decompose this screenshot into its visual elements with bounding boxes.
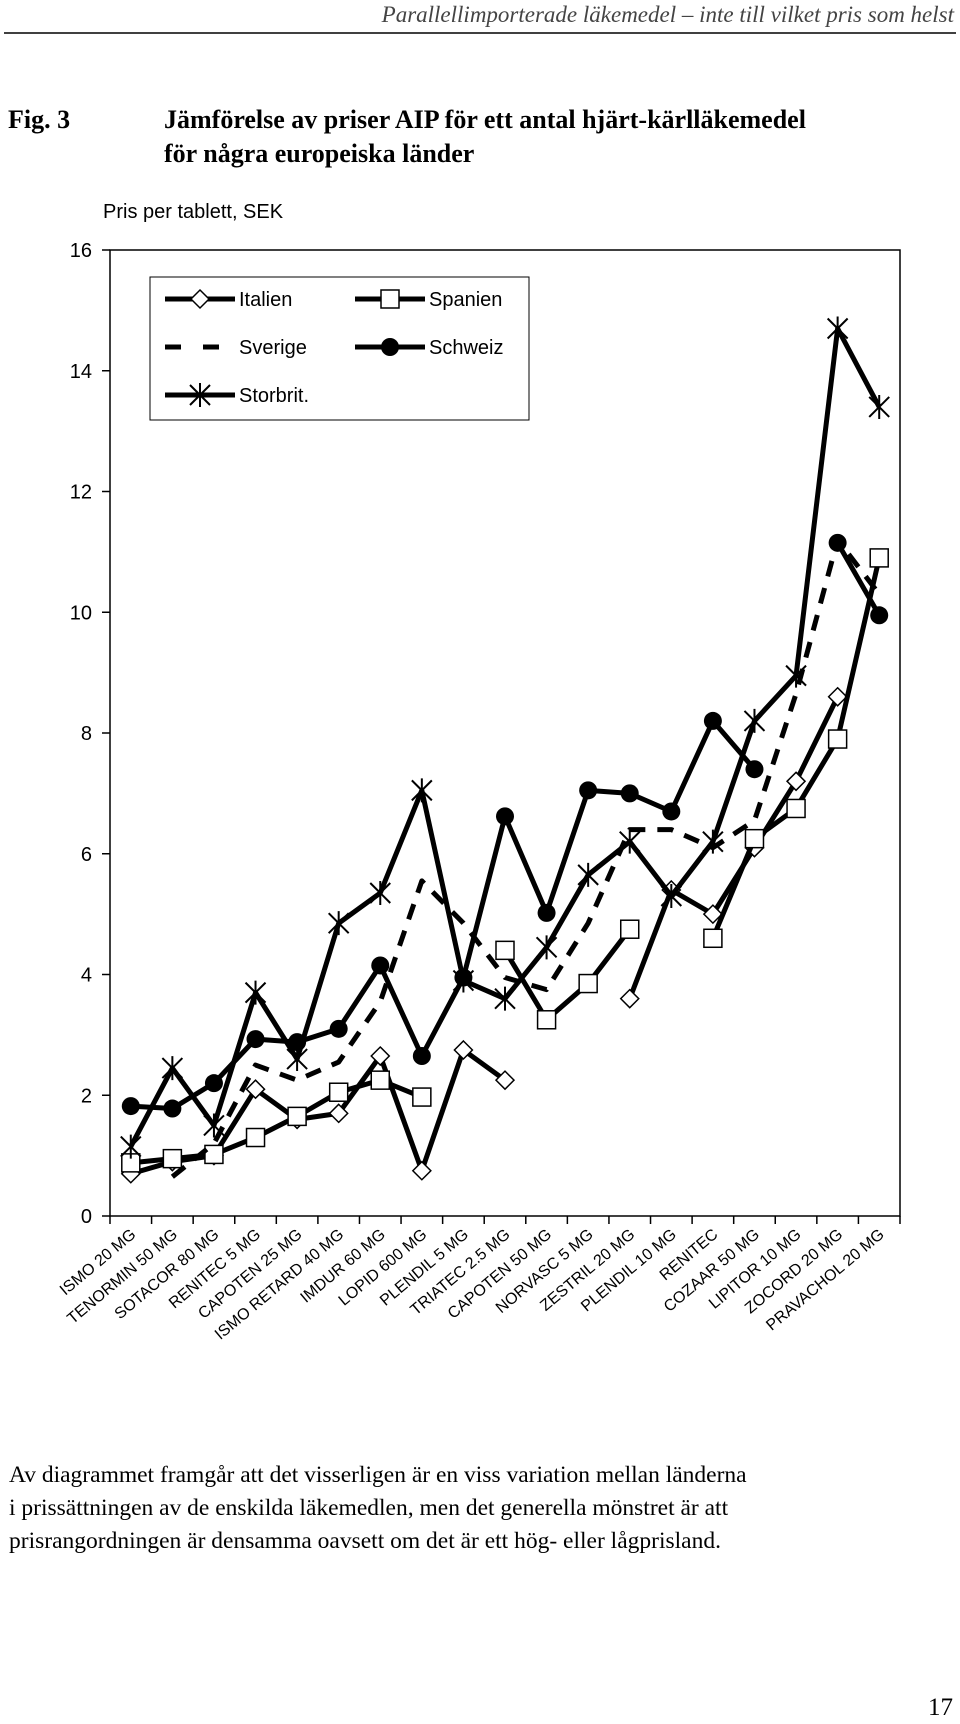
- point: [495, 940, 515, 961]
- point: [702, 904, 723, 925]
- point: [786, 798, 806, 819]
- body-text: i prissättningen av de enskilda läkemedl…: [9, 1495, 729, 1521]
- point: [411, 1160, 432, 1181]
- series-line: [170, 537, 882, 1179]
- point: [246, 1030, 265, 1049]
- point: [453, 1039, 474, 1061]
- series-line: [128, 325, 882, 1148]
- figure-label: Fig. 3: [8, 105, 70, 134]
- y-tick-label: 16: [70, 240, 92, 262]
- page-number: 17: [928, 1694, 953, 1721]
- point: [163, 1099, 182, 1118]
- point: [660, 884, 683, 909]
- point: [619, 829, 641, 854]
- point: [369, 880, 391, 905]
- point: [287, 1106, 307, 1127]
- point: [744, 828, 765, 849]
- point: [412, 1047, 431, 1066]
- point: [381, 338, 399, 356]
- y-tick-label: 14: [70, 361, 92, 383]
- point: [579, 781, 598, 800]
- point: [286, 1047, 308, 1072]
- point: [619, 919, 640, 939]
- y-tick-label: 10: [70, 602, 92, 624]
- point: [537, 903, 556, 922]
- point: [535, 935, 558, 960]
- point: [494, 1070, 516, 1091]
- point: [162, 1148, 183, 1169]
- point: [203, 1113, 225, 1138]
- point: [204, 1144, 224, 1165]
- y-tick-label: 4: [81, 965, 92, 987]
- body-text: Av diagrammet framgår att det visserlige…: [9, 1462, 747, 1488]
- point: [189, 383, 211, 407]
- point: [245, 1127, 266, 1148]
- point: [370, 1070, 391, 1090]
- point: [536, 1010, 557, 1030]
- point: [244, 980, 267, 1005]
- point: [329, 1019, 348, 1038]
- body-text: prisrangordningen är densamma oavsett om…: [9, 1528, 721, 1554]
- point: [328, 1103, 349, 1124]
- point: [494, 986, 516, 1011]
- running-header: Parallellimporterade läkemedel – inte ti…: [381, 2, 955, 27]
- point: [827, 729, 848, 749]
- point: [870, 606, 889, 625]
- point: [620, 784, 639, 803]
- point: [370, 1045, 391, 1067]
- point: [702, 829, 724, 854]
- y-tick-label: 6: [81, 844, 92, 866]
- point: [785, 771, 807, 792]
- point: [869, 548, 889, 568]
- point: [868, 394, 890, 419]
- legend-label: Schweiz: [429, 337, 503, 359]
- point: [121, 1097, 140, 1116]
- point: [703, 928, 723, 949]
- point: [327, 911, 350, 936]
- series-line: [130, 695, 840, 1177]
- legend-label: Sverige: [239, 337, 307, 359]
- point: [496, 807, 514, 826]
- figure-title: Jämförelse av priser AIP för ett antal h…: [164, 105, 806, 134]
- point: [578, 973, 598, 994]
- point: [577, 862, 599, 887]
- point: [826, 316, 849, 341]
- point: [328, 1082, 349, 1102]
- point: [743, 708, 766, 733]
- figure-title: för några europeiska länder: [164, 139, 474, 168]
- y-axis-label: Pris per tablett, SEK: [103, 201, 284, 223]
- legend-label: Spanien: [429, 289, 502, 311]
- point: [785, 663, 807, 688]
- legend-label: Storbrit.: [239, 385, 309, 407]
- point: [411, 778, 433, 803]
- point: [245, 1079, 266, 1100]
- point: [703, 711, 722, 730]
- point: [828, 533, 847, 552]
- point: [189, 288, 211, 310]
- legend-label: Italien: [239, 289, 292, 311]
- point: [452, 968, 475, 993]
- point: [662, 802, 681, 821]
- point: [380, 289, 400, 309]
- point: [827, 686, 848, 707]
- point: [619, 988, 640, 1009]
- y-tick-label: 2: [81, 1085, 92, 1107]
- y-tick-label: 0: [81, 1206, 92, 1228]
- point: [745, 760, 764, 779]
- point: [161, 1056, 184, 1081]
- point: [412, 1087, 432, 1107]
- y-tick-label: 12: [70, 482, 92, 504]
- point: [371, 956, 390, 975]
- point: [120, 1134, 142, 1159]
- point: [204, 1074, 223, 1093]
- y-tick-label: 8: [81, 723, 92, 745]
